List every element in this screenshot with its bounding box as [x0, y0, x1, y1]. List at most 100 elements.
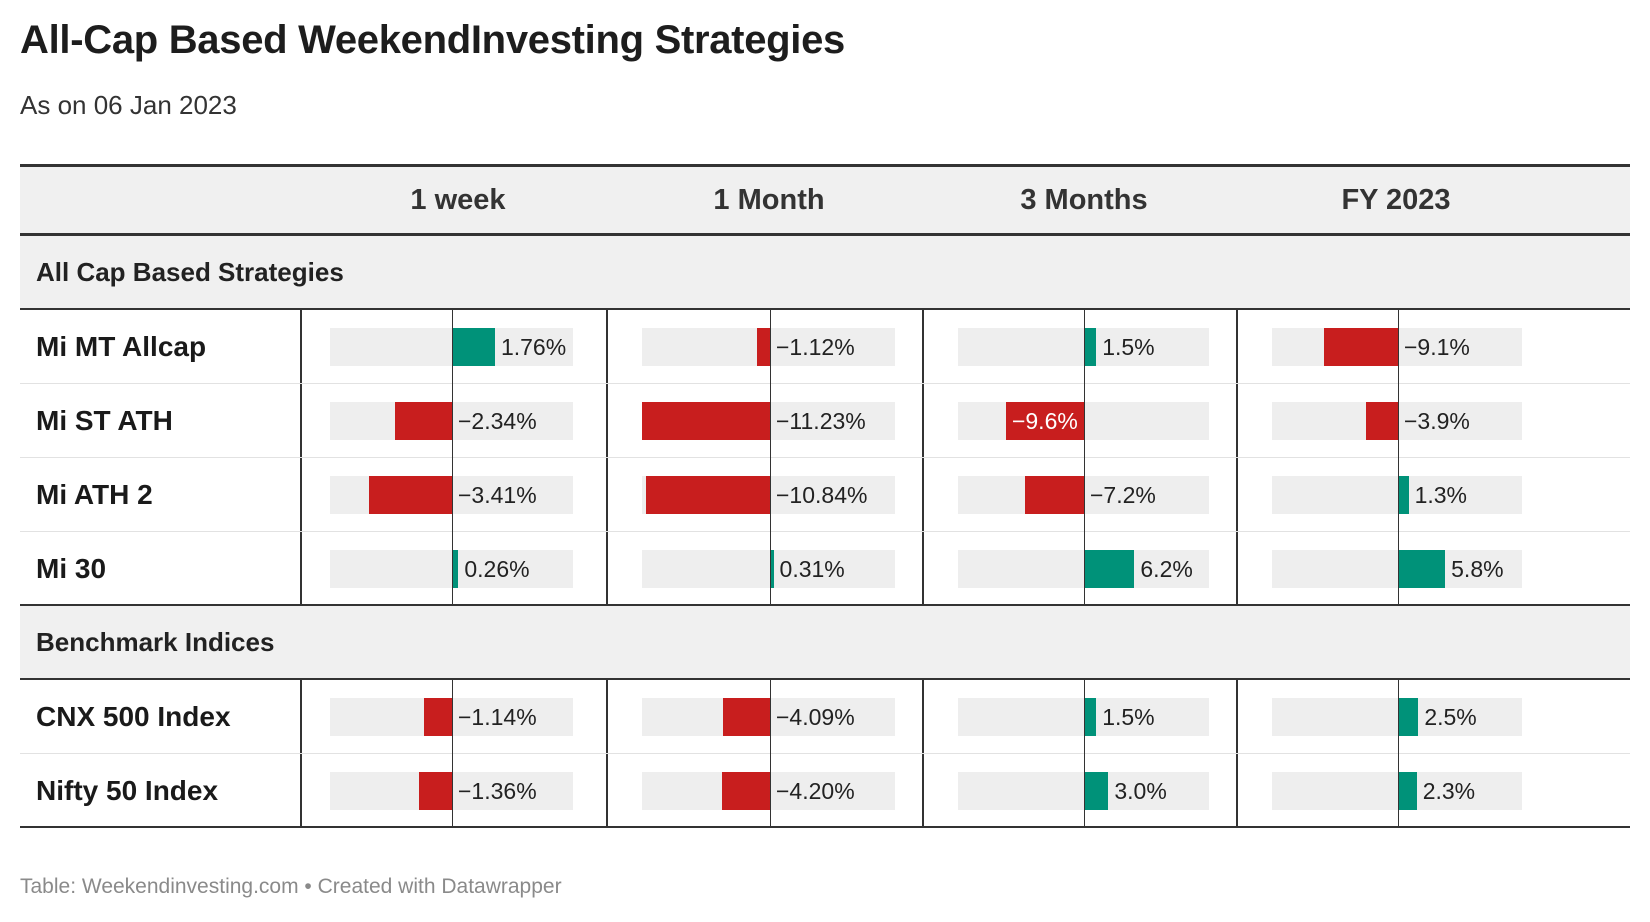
- column-header-fy-2023: FY 2023: [1341, 184, 1451, 216]
- column-separator: [1236, 310, 1238, 383]
- cell-1-week: −1.14%: [305, 680, 611, 754]
- section-label: Benchmark Indices: [36, 627, 275, 657]
- row-label: Mi ST ATH: [36, 405, 173, 436]
- value-label: 2.5%: [1424, 704, 1477, 730]
- zero-line: [452, 680, 453, 754]
- bar-track: [1272, 698, 1522, 736]
- value-bar: [418, 772, 452, 810]
- value-bar: [1398, 476, 1409, 514]
- column-separator: [300, 458, 302, 531]
- data-table: 1 week 1 Month 3 Months FY 2023 All Cap …: [20, 164, 1630, 828]
- zero-line: [452, 754, 453, 828]
- row-label: Mi MT Allcap: [36, 331, 207, 362]
- column-separator: [922, 680, 924, 753]
- value-label: −4.09%: [776, 704, 855, 730]
- table-header: 1 week 1 Month 3 Months FY 2023: [20, 164, 1630, 236]
- cell-1-week: −1.36%: [305, 754, 611, 828]
- value-label: 6.2%: [1140, 556, 1193, 582]
- value-label: −1.36%: [458, 778, 537, 804]
- zero-line: [452, 384, 453, 458]
- value-bar: [1398, 698, 1419, 736]
- column-separator: [606, 310, 608, 383]
- column-separator: [300, 754, 302, 826]
- value-bar: [642, 402, 770, 440]
- table-row: Mi MT Allcap 1.76% −1.12% 1.5% −9.1%: [20, 310, 1630, 384]
- bar-track: [330, 328, 573, 366]
- value-label: 1.5%: [1102, 334, 1155, 360]
- value-label: −4.20%: [776, 778, 855, 804]
- bar-track: [330, 550, 573, 588]
- value-bar: [757, 328, 770, 366]
- zero-line: [1398, 310, 1399, 384]
- value-label: −9.6%: [1011, 408, 1078, 434]
- source-footer: Table: Weekendinvesting.com • Created wi…: [20, 875, 562, 898]
- bar-track: [1272, 772, 1522, 810]
- value-bar: [646, 476, 770, 514]
- section-label: All Cap Based Strategies: [36, 257, 344, 287]
- zero-line: [1084, 754, 1085, 828]
- cell-3-months: 6.2%: [927, 532, 1241, 606]
- value-bar: [1084, 550, 1135, 588]
- value-bar: [723, 698, 770, 736]
- section-header: All Cap Based Strategies: [20, 236, 1630, 310]
- value-bar: [1005, 402, 1084, 440]
- cell-3-months: −9.6%: [927, 384, 1241, 458]
- column-separator: [1236, 458, 1238, 531]
- cell-3-months: −7.2%: [927, 458, 1241, 532]
- table-row: CNX 500 Index −1.14% −4.09% 1.5% 2.5%: [20, 680, 1630, 754]
- column-separator: [922, 384, 924, 457]
- column-separator: [1236, 754, 1238, 826]
- value-label: 0.31%: [779, 556, 845, 582]
- zero-line: [452, 532, 453, 606]
- value-bar: [1366, 402, 1398, 440]
- column-separator: [1236, 384, 1238, 457]
- column-separator: [300, 310, 302, 383]
- cell-1-month: −4.09%: [611, 680, 927, 754]
- value-label: 3.0%: [1114, 778, 1167, 804]
- zero-line: [1084, 532, 1085, 606]
- cell-1-month: −1.12%: [611, 310, 927, 384]
- zero-line: [1398, 458, 1399, 532]
- row-label: Mi ATH 2: [36, 479, 153, 510]
- zero-line: [770, 680, 771, 754]
- value-label: 1.76%: [500, 334, 567, 360]
- bar-track: [642, 550, 895, 588]
- value-label: 1.3%: [1414, 482, 1467, 508]
- column-separator: [922, 532, 924, 604]
- cell-fy-2023: 2.5%: [1241, 680, 1551, 754]
- bar-track: [958, 698, 1209, 736]
- cell-1-week: 1.76%: [305, 310, 611, 384]
- column-separator: [606, 384, 608, 457]
- value-label: −3.9%: [1404, 408, 1470, 434]
- value-bar: [394, 402, 452, 440]
- value-label: 1.5%: [1102, 704, 1155, 730]
- row-label: CNX 500 Index: [36, 701, 231, 732]
- cell-3-months: 1.5%: [927, 310, 1241, 384]
- column-separator: [300, 384, 302, 457]
- cell-3-months: 1.5%: [927, 680, 1241, 754]
- column-separator: [606, 532, 608, 604]
- value-label: −3.41%: [458, 482, 537, 508]
- bar-track: [958, 550, 1209, 588]
- zero-line: [1084, 680, 1085, 754]
- value-label: −7.2%: [1090, 482, 1156, 508]
- column-separator: [1236, 680, 1238, 753]
- column-separator: [922, 310, 924, 383]
- column-separator: [922, 754, 924, 826]
- value-bar: [770, 550, 774, 588]
- value-label: −2.34%: [458, 408, 537, 434]
- column-header-3-months: 3 Months: [1020, 184, 1148, 216]
- value-bar: [452, 550, 459, 588]
- value-label: −10.84%: [776, 482, 868, 508]
- cell-3-months: 3.0%: [927, 754, 1241, 828]
- zero-line: [1398, 384, 1399, 458]
- value-bar: [1324, 328, 1398, 366]
- cell-fy-2023: 5.8%: [1241, 532, 1551, 606]
- value-bar: [1084, 328, 1097, 366]
- table-row: Mi ST ATH −2.34% −11.23% −9.6% −3.9%: [20, 384, 1630, 458]
- value-bar: [1084, 772, 1109, 810]
- bar-track: [1272, 550, 1522, 588]
- zero-line: [1084, 310, 1085, 384]
- table-row: Mi 30 0.26% 0.31% 6.2% 5.8%: [20, 532, 1630, 606]
- zero-line: [1084, 458, 1085, 532]
